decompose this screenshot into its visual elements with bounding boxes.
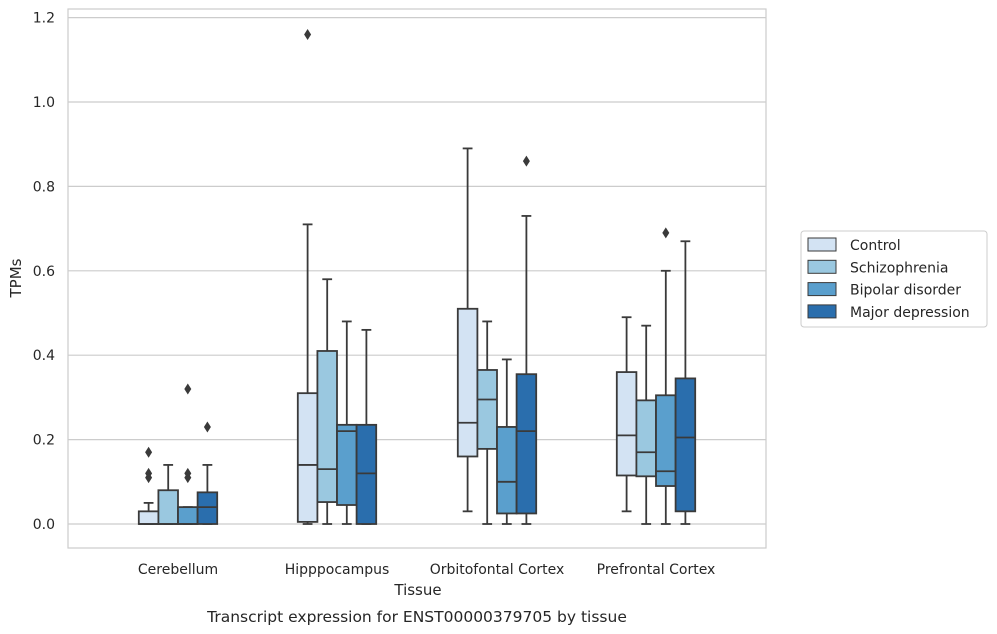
outlier-point [145, 467, 153, 479]
legend-swatch [807, 237, 837, 252]
plot-area-frame [67, 8, 767, 549]
outlier-point [145, 446, 153, 458]
box-control [615, 316, 638, 513]
y-tick-labels: 0.0 0.2 0.4 0.6 0.8 1.0 1.2 [33, 11, 55, 533]
box-iqr [196, 491, 219, 525]
legend-label: Control [850, 238, 901, 254]
box-iqr [655, 394, 677, 487]
boxes [137, 28, 697, 525]
legend-label: Major depression [850, 305, 970, 321]
box-major-depression [515, 155, 538, 525]
outlier-point [203, 421, 211, 433]
legend-swatch [807, 304, 837, 319]
box-bipolar-disorder [496, 358, 518, 525]
x-tick-label: Hipppocampus [285, 562, 390, 578]
x-tick-label: Prefrontal Cortex [597, 562, 716, 578]
box-iqr [635, 399, 657, 478]
x-tick-label: Orbitofontal Cortex [430, 562, 565, 578]
box-schizophrenia [157, 464, 179, 525]
y-tick-label: 1.0 [33, 95, 55, 111]
box-iqr [296, 392, 319, 523]
outlier-point [304, 28, 312, 40]
box-major-depression [674, 240, 697, 525]
box-bipolar-disorder [177, 383, 199, 525]
outlier-point [184, 383, 192, 395]
y-tick-label: 0.2 [33, 433, 55, 449]
box-bipolar-disorder [655, 227, 677, 525]
x-tick-labels: Cerebellum Hipppocampus Orbitofontal Corte… [138, 562, 715, 578]
legend-swatch [807, 282, 837, 297]
box-iqr [456, 307, 479, 458]
box-iqr [336, 423, 358, 506]
box-iqr [615, 371, 638, 477]
y-tick-label: 0.6 [33, 264, 55, 280]
box-iqr [355, 423, 378, 525]
outlier-point [522, 155, 530, 167]
outlier-point [662, 227, 670, 239]
box-iqr [515, 373, 538, 515]
box-iqr [674, 377, 697, 513]
box-iqr [177, 506, 199, 525]
legend: Control Schizophrenia Bipolar disorder Majo… [800, 230, 988, 328]
box-control [137, 446, 160, 525]
box-iqr [476, 369, 498, 450]
box-iqr [157, 489, 179, 525]
y-tick-label: 0.0 [33, 517, 55, 533]
box-iqr [316, 350, 338, 503]
y-tick-label: 0.4 [33, 348, 55, 364]
box-iqr [496, 426, 518, 515]
y-tick-label: 0.8 [33, 179, 55, 195]
box-major-depression [355, 328, 378, 525]
x-axis-label: Tissue [393, 581, 441, 599]
legend-frame [800, 230, 988, 328]
box-control [456, 147, 479, 513]
y-axis-label: TPMs [7, 258, 25, 298]
x-tick-label: Cerebellum [138, 562, 218, 578]
box-iqr [137, 510, 160, 525]
box-schizophrenia [476, 320, 498, 525]
box-major-depression [196, 421, 219, 525]
y-tick-label: 1.2 [33, 11, 55, 27]
legend-label: Schizophrenia [850, 260, 948, 276]
legend-label: Bipolar disorder [850, 283, 961, 299]
legend-swatch [807, 259, 837, 274]
outlier-point [184, 467, 192, 479]
chart-caption: Transcript expression for ENST0000037970… [206, 608, 627, 626]
